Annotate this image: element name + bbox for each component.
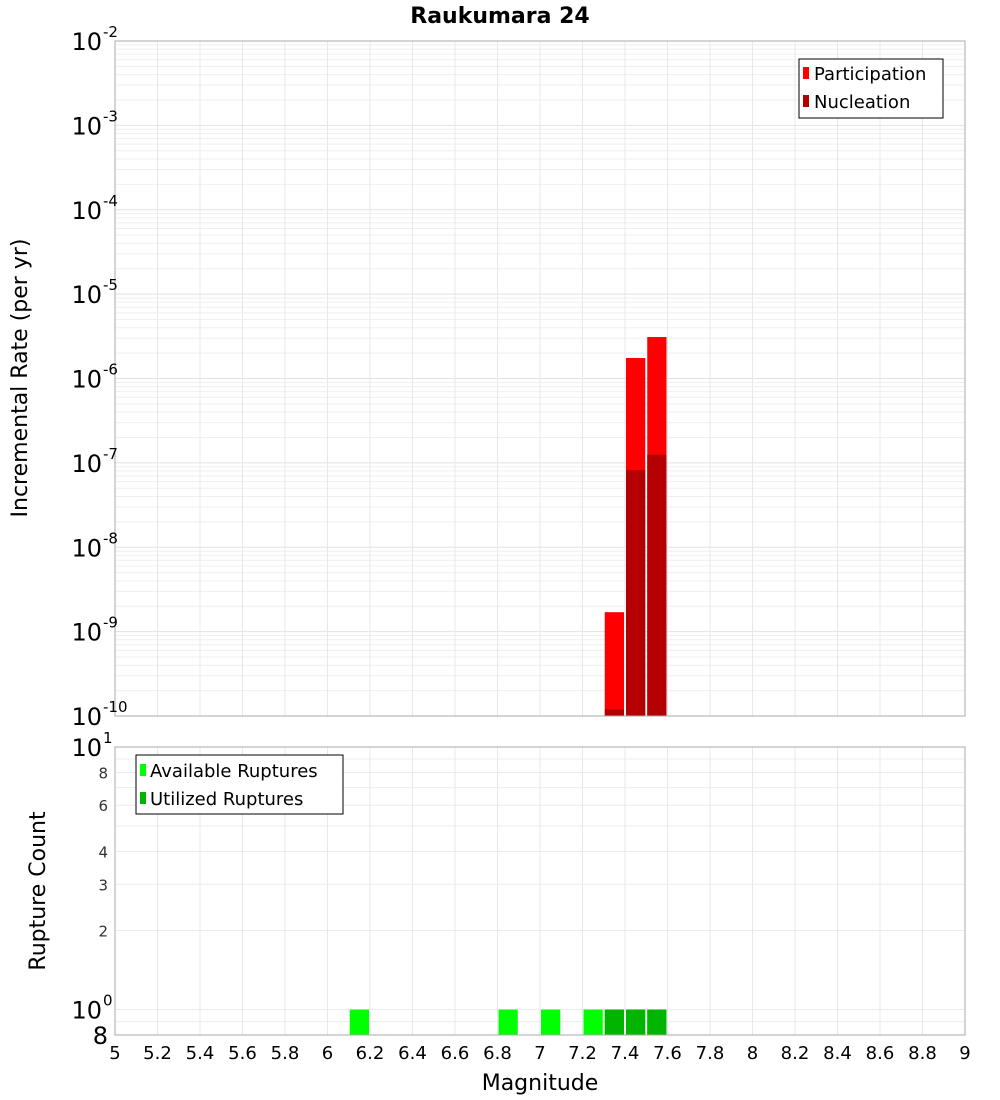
bar-available — [498, 1009, 518, 1035]
count-panel-y-label: Rupture Count — [26, 811, 51, 971]
legend-label-available: Available Ruptures — [150, 761, 318, 782]
count-y-tick: 8 — [98, 764, 108, 782]
legend-label-participation: Participation — [814, 64, 926, 85]
bar-participation — [604, 612, 624, 716]
rate-y-tick-exponent: -5 — [103, 276, 118, 294]
rate-legend-box — [798, 58, 944, 119]
rate-y-tick-base: 10 — [71, 534, 102, 562]
x-tick-label: 8.6 — [866, 1043, 895, 1064]
count-panel-bars — [349, 1009, 667, 1035]
rate-y-tick-base: 10 — [71, 28, 102, 56]
rate-y-tick-base: 10 — [71, 450, 102, 478]
rate-panel-frame — [114, 40, 966, 717]
x-tick-label: 7.8 — [696, 1043, 725, 1064]
count-panel-legend: Available Ruptures Utilized Ruptures — [135, 754, 344, 815]
legend-swatch-nucleation — [803, 95, 809, 107]
legend-swatch-participation — [803, 67, 809, 79]
count-y-tick-base: 10 — [71, 997, 102, 1025]
rate-y-tick-base: 10 — [71, 112, 102, 140]
count-panel-frame — [114, 746, 966, 1036]
bar-utilized — [626, 1009, 646, 1035]
rate-y-tick-exponent: -4 — [103, 192, 118, 210]
x-tick-label: 5.6 — [228, 1043, 257, 1064]
x-tick-label: 5.8 — [271, 1043, 300, 1064]
rate-y-tick-exponent: -7 — [103, 445, 118, 463]
rate-panel-legend: Participation Nucleation — [798, 58, 944, 119]
legend-swatch-utilized — [140, 792, 146, 804]
count-y-tick-exponent: 0 — [103, 992, 113, 1010]
rate-panel-bars — [604, 337, 667, 716]
x-tick-label: 7.4 — [611, 1043, 640, 1064]
bar-nucleation — [604, 709, 624, 716]
count-y-tick: 8 — [93, 1022, 108, 1050]
x-tick-label: 9 — [959, 1043, 970, 1064]
rate-y-tick-exponent: -10 — [103, 698, 128, 716]
count-panel-x-ticks: 5 5.2 5.4 5.6 5.8 6 6.2 6.4 6.6 6.8 7 7.2 7.4 7.6 7.8 8… — [109, 1043, 970, 1064]
bar-nucleation — [626, 470, 646, 716]
legend-label-utilized: Utilized Ruptures — [150, 789, 303, 810]
chart-title: Raukumara 24 — [410, 4, 589, 29]
bar-available — [583, 1009, 603, 1035]
x-tick-label: 5.2 — [143, 1043, 172, 1064]
bar-utilized — [647, 1009, 667, 1035]
x-tick-label: 6.8 — [483, 1043, 512, 1064]
x-tick-label: 6.6 — [441, 1043, 470, 1064]
x-tick-label: 5.4 — [186, 1043, 215, 1064]
x-tick-label: 8.4 — [823, 1043, 852, 1064]
rate-panel-y-label: Incremental Rate (per yr) — [8, 239, 33, 518]
rate-y-tick-exponent: -9 — [103, 614, 118, 632]
rate-y-tick-exponent: -8 — [103, 529, 118, 547]
count-legend-box — [135, 754, 344, 815]
x-tick-label: 7.6 — [653, 1043, 682, 1064]
rate-y-tick-base: 10 — [71, 197, 102, 225]
rate-y-tick-exponent: -3 — [103, 107, 118, 125]
x-tick-label: 6.2 — [356, 1043, 385, 1064]
rate-y-tick-base: 10 — [71, 619, 102, 647]
rate-y-tick-base: 10 — [71, 366, 102, 394]
rate-y-tick-base: 10 — [71, 703, 102, 731]
count-y-tick: 6 — [98, 797, 108, 815]
count-y-tick-base: 10 — [71, 734, 102, 762]
x-tick-label: 8.2 — [781, 1043, 810, 1064]
x-tick-label: 8 — [747, 1043, 758, 1064]
rate-y-tick-exponent: -6 — [103, 361, 118, 379]
bar-utilized — [604, 1009, 624, 1035]
x-axis-label: Magnitude — [482, 1071, 599, 1096]
x-tick-label: 7.2 — [568, 1043, 597, 1064]
x-tick-label: 8.8 — [908, 1043, 937, 1064]
count-y-tick: 3 — [98, 876, 108, 894]
bar-nucleation — [647, 454, 667, 716]
bar-available — [349, 1009, 369, 1035]
rate-y-tick-exponent: -2 — [103, 23, 118, 41]
legend-label-nucleation: Nucleation — [814, 92, 910, 113]
x-tick-label: 7 — [534, 1043, 545, 1064]
count-y-tick-exponent: 1 — [103, 729, 113, 747]
rate-panel-grid — [114, 41, 966, 717]
x-tick-label: 6 — [322, 1043, 333, 1064]
legend-swatch-available — [140, 764, 146, 776]
bar-available — [541, 1009, 561, 1035]
x-tick-label: 5 — [109, 1043, 120, 1064]
rate-y-tick-base: 10 — [71, 281, 102, 309]
x-tick-label: 6.4 — [398, 1043, 427, 1064]
count-y-tick: 2 — [98, 923, 108, 941]
count-y-tick: 4 — [98, 843, 108, 861]
